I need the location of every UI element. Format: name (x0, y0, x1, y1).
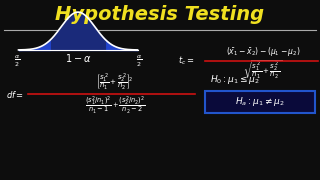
Text: $H_0: \mu_1 \leq \mu_2$: $H_0: \mu_1 \leq \mu_2$ (210, 73, 260, 87)
Text: $\frac{\alpha}{2}$: $\frac{\alpha}{2}$ (14, 53, 20, 69)
Bar (205, 91, 315, 113)
Text: $\left[\dfrac{s_1^{\;2}}{n_1}+\dfrac{s_2^{\;2}}{n_2}\right]^{\!2}$: $\left[\dfrac{s_1^{\;2}}{n_1}+\dfrac{s_2… (96, 72, 134, 92)
Text: $\dfrac{(s_1^2/n_1)^2}{n_1-1}+\dfrac{(s_2^2/n_2)^2}{n_2-2}$: $\dfrac{(s_1^2/n_1)^2}{n_1-1}+\dfrac{(s_… (84, 94, 145, 116)
Text: $\frac{\alpha}{2}$: $\frac{\alpha}{2}$ (136, 53, 142, 69)
Text: $t_c =$: $t_c =$ (179, 55, 195, 67)
Text: Hypothesis Testing: Hypothesis Testing (55, 6, 265, 24)
Text: $(\bar{x}_1-\bar{x}_2)-(\mu_1-\mu_2)$: $(\bar{x}_1-\bar{x}_2)-(\mu_1-\mu_2)$ (226, 46, 300, 58)
Text: $\sqrt{\dfrac{s_1^{\;2}}{n_1}+\dfrac{s_2^{\;2}}{n_2}}$: $\sqrt{\dfrac{s_1^{\;2}}{n_1}+\dfrac{s_2… (244, 59, 283, 81)
Text: $1-\alpha$: $1-\alpha$ (65, 52, 91, 64)
Text: $H_a: \mu_1 \neq \mu_2$: $H_a: \mu_1 \neq \mu_2$ (235, 96, 285, 109)
Text: $df=$: $df=$ (6, 89, 24, 100)
